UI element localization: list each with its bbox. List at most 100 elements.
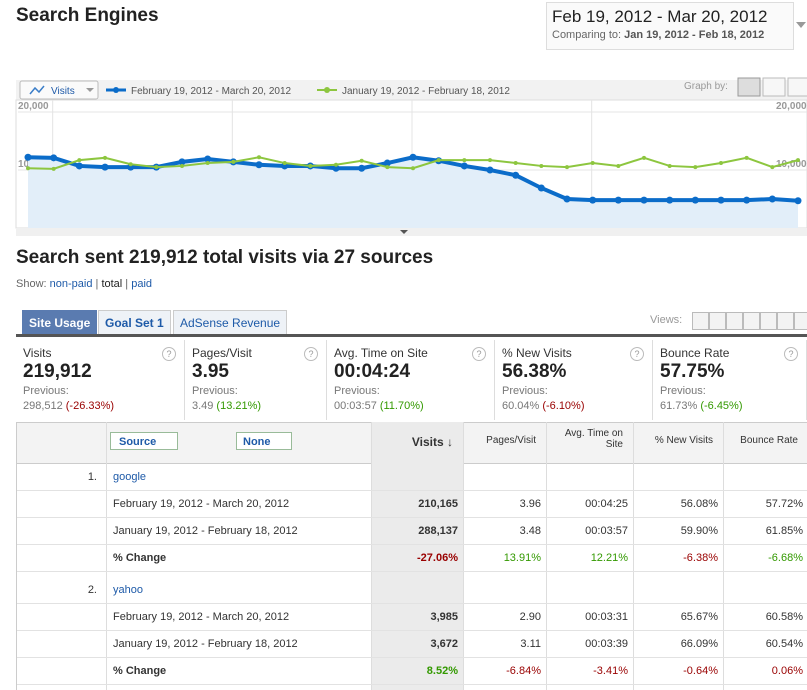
point xyxy=(717,196,725,204)
column-header[interactable]: Bounce Rate xyxy=(740,435,798,446)
column-header[interactable]: Visits ↓ xyxy=(411,435,453,449)
cell: 66.09% xyxy=(680,638,718,650)
tab[interactable]: Goal Set 1 xyxy=(98,310,171,335)
previous-value: 3.49 (13.21%) xyxy=(192,400,261,412)
metric-label: Avg. Time on Site xyxy=(334,346,428,360)
previous-change: (-6.10%) xyxy=(542,400,585,412)
comparing-range: Jan 19, 2012 - Feb 18, 2012 xyxy=(624,29,765,41)
cell: 0.06% xyxy=(771,665,803,677)
cell: -3.41% xyxy=(593,665,628,677)
column-header[interactable]: % New Visits xyxy=(654,435,713,446)
secondary-select[interactable]: None xyxy=(236,432,292,450)
metric-button-label[interactable]: Visits xyxy=(51,86,75,97)
legend-dot xyxy=(324,87,330,93)
row-rule xyxy=(17,571,807,572)
row-rule xyxy=(17,684,807,685)
point xyxy=(128,162,133,167)
column-header[interactable]: Pages/Visit xyxy=(486,435,536,446)
column-rule xyxy=(546,422,547,690)
point xyxy=(614,196,622,204)
filter-link[interactable]: non-paid xyxy=(49,278,93,290)
dimension-select[interactable]: Source xyxy=(110,432,178,450)
cell: 56.08% xyxy=(680,498,718,510)
row-rule xyxy=(17,544,807,545)
point xyxy=(719,161,723,166)
column-header[interactable]: Avg. Time on Site xyxy=(564,428,623,450)
tab[interactable]: AdSense Revenue xyxy=(173,310,288,335)
point xyxy=(462,158,467,163)
comparing-label: Comparing to: Jan 19, 2012 - Feb 18, 201… xyxy=(552,29,764,41)
metric-label: Bounce Rate xyxy=(660,346,730,360)
column-rule xyxy=(106,422,107,690)
point xyxy=(282,161,287,166)
date-picker[interactable]: Feb 19, 2012 - Mar 20, 2012 Comparing to… xyxy=(546,2,794,50)
row-rule xyxy=(17,517,807,518)
point xyxy=(51,166,56,171)
previous-value: 60.04% (-6.10%) xyxy=(502,400,585,412)
filter-current: total xyxy=(101,278,123,290)
y-tick-label: 20,000 xyxy=(776,101,807,112)
point xyxy=(383,159,391,167)
source-link[interactable]: yahoo xyxy=(113,584,143,596)
point xyxy=(768,195,776,203)
point xyxy=(640,196,648,204)
metric-icon xyxy=(29,85,45,95)
source-link[interactable]: google xyxy=(113,471,147,483)
cell: 2.90 xyxy=(519,611,541,623)
previous-change: (13.21%) xyxy=(216,400,262,412)
graph-week[interactable] xyxy=(762,77,786,97)
rank: 1. xyxy=(87,471,97,483)
chart-resize[interactable] xyxy=(16,228,807,236)
cell: -6.38% xyxy=(683,552,718,564)
point xyxy=(667,163,672,168)
cell: 61.85% xyxy=(765,525,803,537)
cell: 210,165 xyxy=(418,498,458,510)
metric-value: 3.95 xyxy=(192,361,229,382)
data-table: Source None Visits ↓ Pages/Visit Avg. Time o… xyxy=(16,422,807,690)
help-icon: ? xyxy=(304,347,318,361)
cell: 00:03:57 xyxy=(585,525,628,537)
previous-change: (11.70%) xyxy=(379,400,424,412)
resize-arrow xyxy=(400,230,408,234)
help-icon: ? xyxy=(784,347,798,361)
help-icon: ? xyxy=(630,347,644,361)
view-buttons[interactable] xyxy=(692,312,807,330)
cell: -27.06% xyxy=(417,552,458,564)
graph-day[interactable] xyxy=(737,77,761,97)
show-label: Show: xyxy=(16,278,47,290)
point xyxy=(101,163,109,171)
help-icon: ? xyxy=(472,347,486,361)
previous-number: 00:03:57 xyxy=(334,400,377,412)
legend-label: February 19, 2012 - March 20, 2012 xyxy=(131,86,292,97)
point xyxy=(411,166,415,171)
point xyxy=(385,165,390,170)
graph-month[interactable] xyxy=(787,77,807,97)
point xyxy=(539,163,544,168)
previous-value: 61.73% (-6.45%) xyxy=(660,400,743,412)
show-filters: Show: non-paid | total | paid xyxy=(16,278,153,290)
point xyxy=(743,196,751,204)
point xyxy=(693,165,698,170)
views-label: Views: xyxy=(650,314,683,326)
cell: 00:03:39 xyxy=(585,638,628,650)
date-range[interactable]: Feb 19, 2012 - Mar 20, 2012 xyxy=(552,7,768,26)
scorecard: ? Bounce Rate 57.75% Previous: 61.73% (-6.45%… xyxy=(653,340,807,420)
point xyxy=(794,197,802,205)
cell: 3,672 xyxy=(430,638,458,650)
filter-link[interactable]: paid xyxy=(131,278,153,290)
help-icon: ? xyxy=(162,347,176,361)
row-rule xyxy=(17,603,807,604)
tab-rule xyxy=(16,334,807,337)
row-rule xyxy=(17,657,807,658)
column-rule xyxy=(723,422,724,690)
metric-value: 00:04:24 xyxy=(334,361,411,382)
visits-column xyxy=(371,422,463,690)
tab-active[interactable]: Site Usage xyxy=(22,310,98,335)
cell: 00:04:25 xyxy=(585,498,628,510)
metric-label: % New Visits xyxy=(502,346,572,360)
cell: 3.48 xyxy=(519,525,541,537)
cell: 65.67% xyxy=(680,611,718,623)
previous-label: Previous: xyxy=(660,385,706,397)
metric-button[interactable] xyxy=(19,80,99,100)
date-arrow[interactable] xyxy=(796,22,806,28)
